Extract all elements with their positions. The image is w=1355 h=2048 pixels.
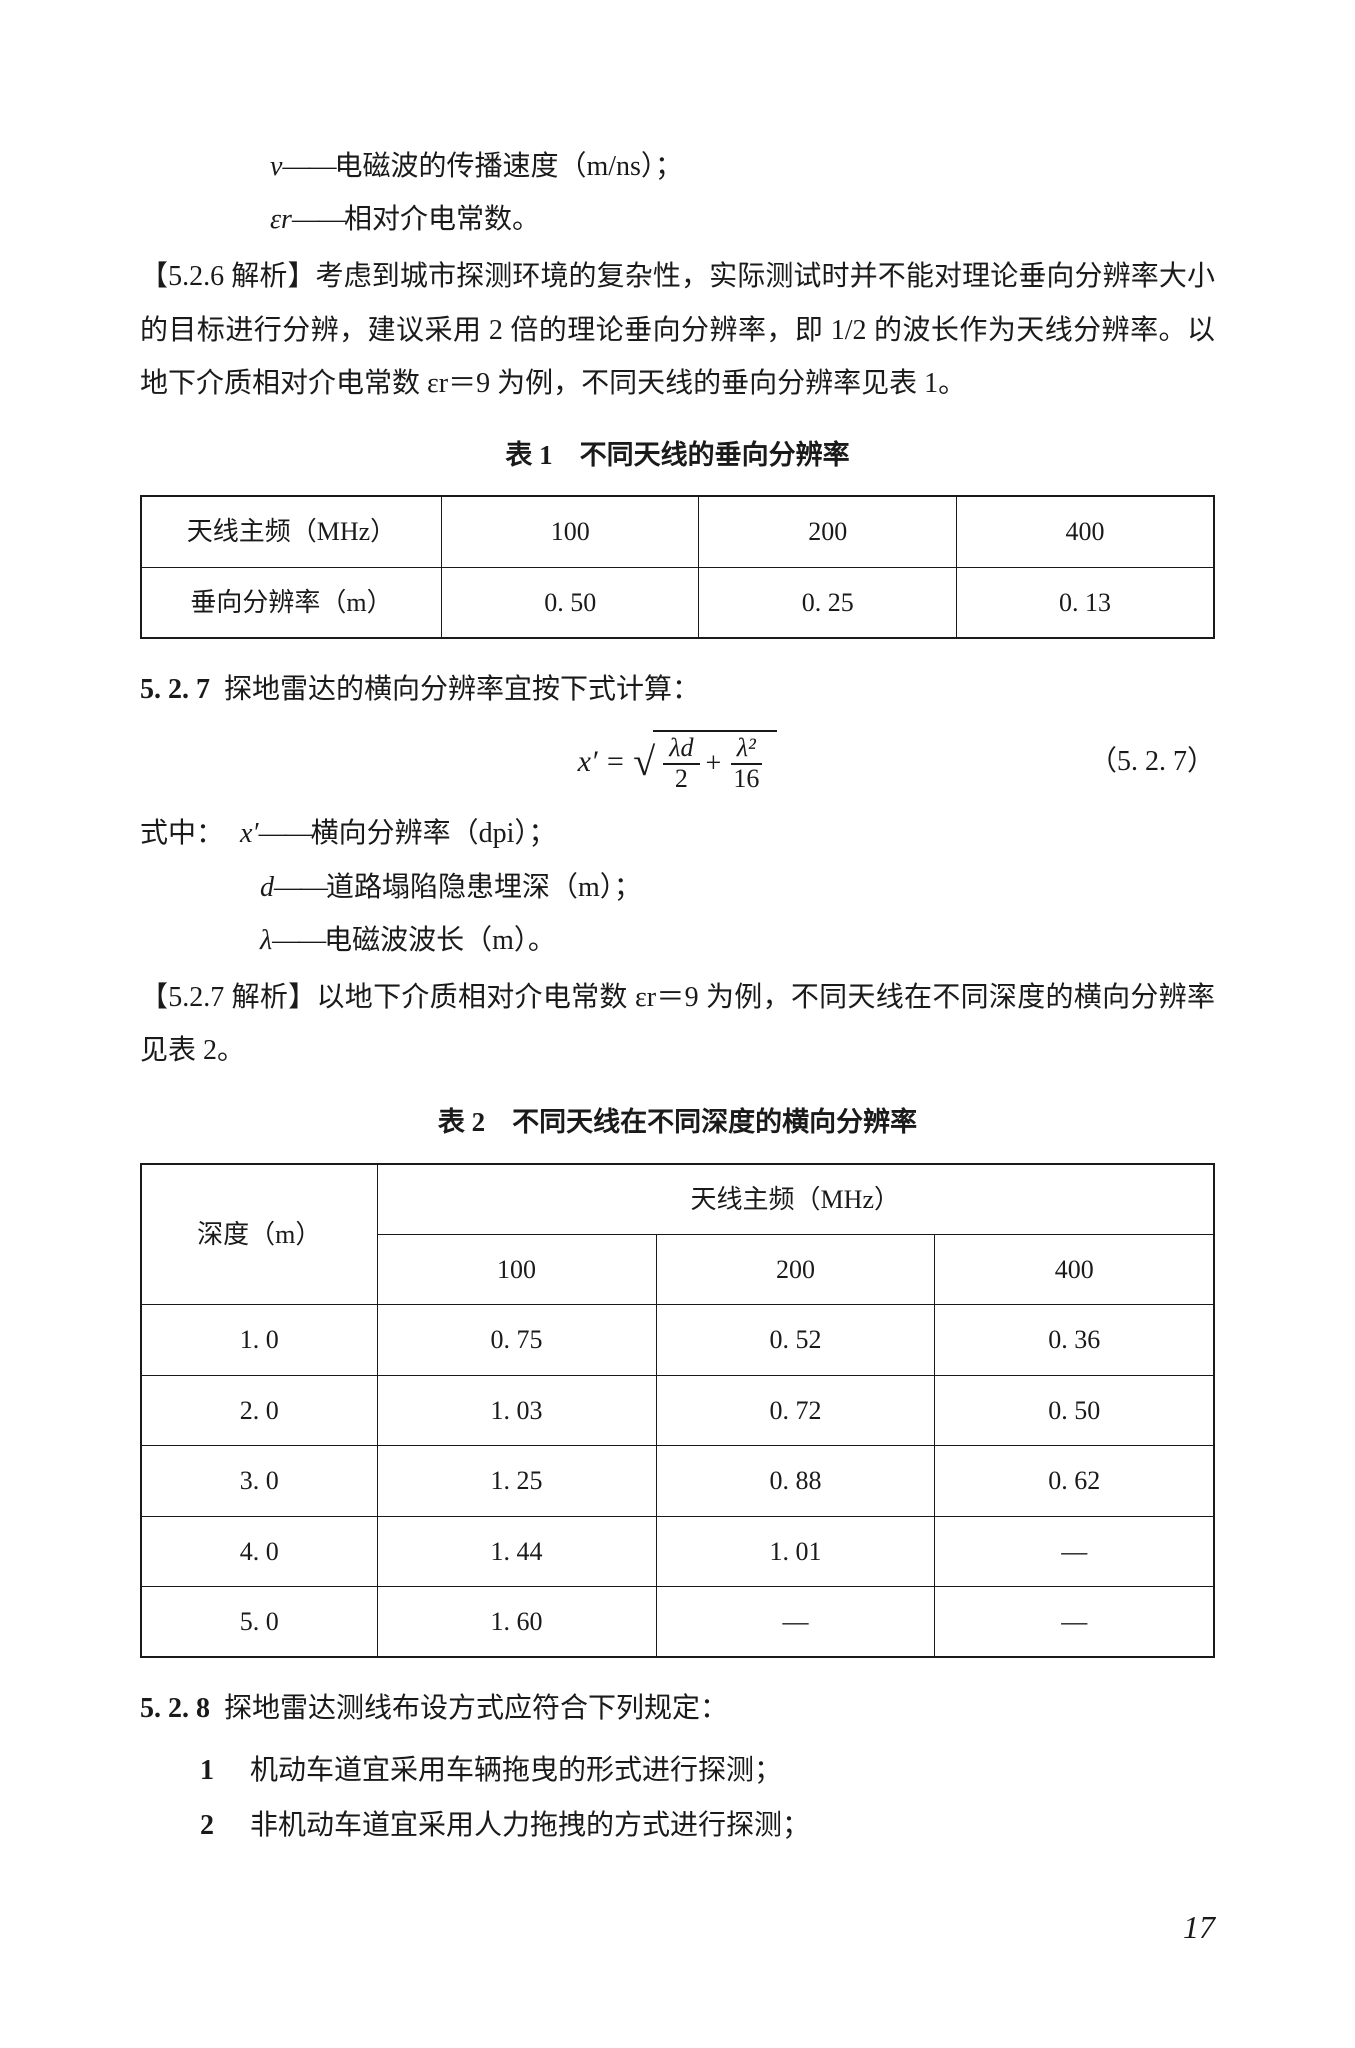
dash-v: —— — [282, 151, 334, 182]
sec527-num: 5. 2. 7 — [140, 674, 210, 705]
sym-v: v — [270, 140, 282, 193]
list-item-1: 1 机动车道宜采用车辆拖曳的形式进行探测； — [140, 1744, 1215, 1797]
eq-plus: + — [706, 737, 722, 790]
sqrt-body: λd 2 + λ² 16 — [653, 730, 777, 793]
table1-caption: 表 1 不同天线的垂向分辨率 — [140, 430, 1215, 481]
list-item-2: 2 非机动车道宜采用人力拖拽的方式进行探测； — [140, 1799, 1215, 1852]
t2-h-depth: 深度（m） — [141, 1164, 377, 1305]
table2: 深度（m） 天线主频（MHz） 100 200 400 1. 0 0. 75 0… — [140, 1163, 1215, 1659]
where-label: 式中： — [140, 807, 240, 860]
li1-text: 机动车道宜采用车辆拖曳的形式进行探测； — [250, 1744, 782, 1797]
sec527-title: 探地雷达的横向分辨率宜按下式计算： — [224, 674, 700, 705]
frac1-num: λd — [663, 734, 699, 765]
frac2-num: λ² — [731, 734, 762, 765]
frac1-den: 2 — [669, 765, 694, 794]
t1-h2: 垂向分辨率（m） — [141, 567, 441, 638]
t2-r4c3: 1. 01 — [656, 1516, 935, 1586]
text-v: 电磁波的传播速度（m/ns）； — [334, 151, 682, 182]
t2-h100: 100 — [377, 1235, 656, 1305]
t2-h400: 400 — [935, 1235, 1214, 1305]
analysis-526: 【5.2.6 解析】考虑到城市探测环境的复杂性，实际测试时并不能对理论垂向分辨率… — [140, 250, 1215, 410]
page-number: 17 — [1183, 1897, 1215, 1958]
t2-r1c1: 1. 0 — [141, 1305, 377, 1375]
def-v: v——电磁波的传播速度（m/ns）； — [140, 140, 1215, 193]
text-er: 相对介电常数。 — [344, 204, 540, 235]
where-l-sym: λ — [260, 925, 272, 956]
eq-left: x′ = — [578, 733, 626, 790]
t2-r5c4: — — [935, 1586, 1214, 1657]
frac2-den: 16 — [727, 765, 765, 794]
t1-c21: 0. 50 — [441, 567, 699, 638]
t1-c22: 0. 25 — [699, 567, 957, 638]
t1-c13: 400 — [956, 496, 1214, 567]
li2-text: 非机动车道宜采用人力拖拽的方式进行探测； — [250, 1799, 810, 1852]
eq527-number: （5. 2. 7） — [1089, 735, 1215, 788]
t2-r3c4: 0. 62 — [935, 1446, 1214, 1516]
t1-h1: 天线主频（MHz） — [141, 496, 441, 567]
t2-r3c1: 3. 0 — [141, 1446, 377, 1516]
where-d-dash: —— — [274, 872, 326, 903]
sec-527: 5. 2. 7 探地雷达的横向分辨率宜按下式计算： — [140, 663, 1215, 716]
sec528-title: 探地雷达测线布设方式应符合下列规定： — [224, 1693, 728, 1724]
t1-c11: 100 — [441, 496, 699, 567]
t2-r4c2: 1. 44 — [377, 1516, 656, 1586]
analysis-527: 【5.2.7 解析】以地下介质相对介电常数 εr＝9 为例，不同天线在不同深度的… — [140, 971, 1215, 1077]
dash-er: —— — [292, 204, 344, 235]
t2-h200: 200 — [656, 1235, 935, 1305]
where-d-sym: d — [260, 872, 274, 903]
t2-r1c4: 0. 36 — [935, 1305, 1214, 1375]
t2-r4c4: — — [935, 1516, 1214, 1586]
sym-er: εr — [270, 193, 292, 246]
t2-r1c3: 0. 52 — [656, 1305, 935, 1375]
t2-h-freq: 天线主频（MHz） — [377, 1164, 1214, 1235]
where-block: 式中： x′——横向分辨率（dpi）； d——道路塌陷隐患埋深（m）； λ——电… — [140, 807, 1215, 967]
li2-num: 2 — [200, 1799, 250, 1852]
li1-num: 1 — [200, 1744, 250, 1797]
t2-r1c2: 0. 75 — [377, 1305, 656, 1375]
t2-r3c2: 1. 25 — [377, 1446, 656, 1516]
t2-r4c1: 4. 0 — [141, 1516, 377, 1586]
frac2: λ² 16 — [727, 734, 765, 793]
t2-r2c3: 0. 72 — [656, 1375, 935, 1445]
where-l-dash: —— — [272, 925, 324, 956]
where-x-dash: —— — [259, 807, 311, 860]
where-x-sym: x′ — [240, 807, 259, 860]
def-er: εr——相对介电常数。 — [140, 193, 1215, 246]
where-d-text: 道路塌陷隐患埋深（m）； — [326, 872, 642, 903]
sec-528: 5. 2. 8 探地雷达测线布设方式应符合下列规定： — [140, 1682, 1215, 1735]
t2-r5c3: — — [656, 1586, 935, 1657]
t2-r2c2: 1. 03 — [377, 1375, 656, 1445]
t2-r5c1: 5. 0 — [141, 1586, 377, 1657]
table1: 天线主频（MHz） 100 200 400 垂向分辨率（m） 0. 50 0. … — [140, 495, 1215, 639]
equation-527: x′ = √ λd 2 + λ² 16 （5. 2. 7） — [140, 730, 1215, 793]
t2-r5c2: 1. 60 — [377, 1586, 656, 1657]
frac1: λd 2 — [663, 734, 699, 793]
t2-r3c3: 0. 88 — [656, 1446, 935, 1516]
t2-r2c4: 0. 50 — [935, 1375, 1214, 1445]
t1-c12: 200 — [699, 496, 957, 567]
sqrt-sign: √ — [633, 742, 655, 782]
eq-sqrt: √ λd 2 + λ² 16 — [633, 730, 777, 793]
where-x-text: 横向分辨率（dpi）； — [311, 807, 557, 860]
t2-r2c1: 2. 0 — [141, 1375, 377, 1445]
table2-caption: 表 2 不同天线在不同深度的横向分辨率 — [140, 1097, 1215, 1148]
where-l-text: 电磁波波长（m）。 — [324, 925, 556, 956]
t1-c23: 0. 13 — [956, 567, 1214, 638]
sec528-num: 5. 2. 8 — [140, 1693, 210, 1724]
